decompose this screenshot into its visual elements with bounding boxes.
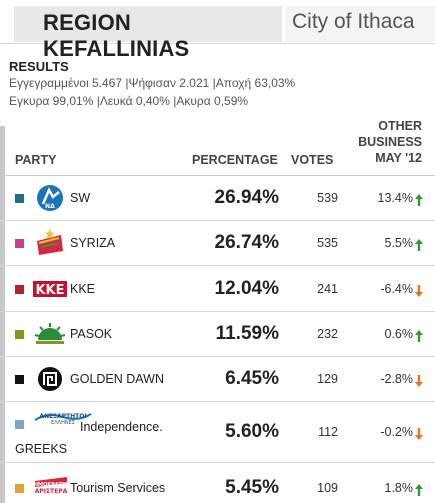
party-percentage: 11.59% bbox=[215, 323, 279, 344]
meander-icon bbox=[33, 365, 67, 393]
results-stats-line-1: Εγγεγραμμένοι 5.467 |Ψήφισαν 2.021 |Αποχ… bbox=[9, 76, 296, 90]
column-header-votes[interactable]: VOTES bbox=[291, 153, 334, 167]
party-votes: 109 bbox=[317, 481, 338, 495]
party-name: SYRIZA bbox=[70, 236, 116, 250]
party-votes: 112 bbox=[318, 425, 338, 439]
column-header-other[interactable]: OTHER BUSINESS MAY '12 bbox=[312, 118, 422, 166]
party-change: -6.4% bbox=[380, 282, 413, 296]
syriza-icon bbox=[33, 228, 67, 257]
party-color-swatch bbox=[15, 239, 24, 248]
column-header-party[interactable]: PARTY bbox=[15, 153, 57, 167]
anel-icon: ΑΝΕΞΑΡΤΗΤΟΙ ΕΛΛΗΝΕΣ bbox=[33, 408, 93, 436]
party-color-swatch bbox=[15, 194, 24, 203]
table-row: ΝΔ SW 26.94% 539 13.4% bbox=[0, 176, 435, 221]
column-header-other-line-2: BUSINESS bbox=[358, 135, 422, 149]
trend-up-icon bbox=[415, 238, 423, 251]
party-color-swatch bbox=[15, 420, 24, 429]
table-row: ΑΝΕΞΑΡΤΗΤΟΙ ΕΛΛΗΝΕΣ Independence. GREEKS… bbox=[0, 402, 435, 463]
party-votes: 535 bbox=[317, 236, 338, 250]
table-header: PARTY PERCENTAGE VOTES OTHER BUSINESS MA… bbox=[0, 119, 435, 176]
party-percentage: 6.45% bbox=[225, 368, 279, 389]
table-row: ΔΗΜΟΚΡΑΤΙΚΗ ΑΡΙΣΤΕΡΑ Tourism Services 5.… bbox=[0, 463, 435, 503]
page-header: REGION KEFALLINIAS City of Ithaca bbox=[0, 0, 435, 61]
party-color-swatch bbox=[15, 285, 24, 294]
party-change: -2.8% bbox=[380, 372, 413, 386]
column-header-percentage[interactable]: PERCENTAGE bbox=[192, 153, 278, 167]
party-percentage: 5.60% bbox=[225, 421, 279, 442]
party-change: 1.8% bbox=[384, 481, 414, 495]
party-name-line-2: GREEKS bbox=[15, 442, 68, 456]
party-color-swatch bbox=[15, 330, 24, 339]
svg-text:ΚΚΕ: ΚΚΕ bbox=[35, 283, 64, 298]
trend-down-icon bbox=[415, 284, 423, 297]
party-percentage: 26.74% bbox=[214, 232, 279, 253]
table-row: ΚΚΕ KKE 12.04% 241 -6.4% bbox=[0, 266, 435, 312]
trend-up-icon bbox=[415, 193, 423, 206]
table-row: SYRIZA 26.74% 535 5.5% bbox=[0, 221, 435, 266]
party-name: GOLDEN DAWN bbox=[70, 372, 164, 386]
nd-icon: ΝΔ bbox=[33, 184, 67, 212]
trend-down-icon bbox=[415, 374, 423, 387]
table-row: PASOK 11.59% 232 0.6% bbox=[0, 312, 435, 357]
party-change: -0.2% bbox=[380, 425, 413, 439]
left-accent-bar bbox=[0, 126, 5, 503]
party-percentage: 5.45% bbox=[225, 477, 279, 498]
trend-down-icon bbox=[415, 427, 423, 440]
party-name: KKE bbox=[70, 282, 96, 296]
pasok-sun-icon bbox=[33, 320, 67, 348]
trend-up-icon bbox=[415, 329, 423, 342]
svg-text:ΑΡΙΣΤΕΡΑ: ΑΡΙΣΤΕΡΑ bbox=[35, 488, 68, 495]
party-percentage: 26.94% bbox=[214, 187, 279, 208]
region-title: REGION KEFALLINIAS bbox=[14, 6, 282, 61]
party-name: SW bbox=[70, 191, 91, 205]
party-votes: 129 bbox=[317, 372, 338, 386]
column-header-other-line-1: OTHER bbox=[378, 119, 422, 133]
party-color-swatch bbox=[15, 484, 24, 493]
party-change: 13.4% bbox=[377, 191, 413, 205]
party-change: 0.6% bbox=[384, 327, 414, 341]
party-name: PASOK bbox=[70, 327, 113, 341]
party-name: Independence. bbox=[80, 420, 163, 434]
party-color-swatch bbox=[15, 375, 24, 384]
svg-text:ΝΔ: ΝΔ bbox=[45, 203, 55, 210]
results-heading: RESULTS bbox=[9, 59, 69, 74]
dimar-icon: ΔΗΜΟΚΡΑΤΙΚΗ ΑΡΙΣΤΕΡΑ bbox=[30, 475, 72, 503]
kke-icon: ΚΚΕ bbox=[33, 275, 67, 303]
city-title[interactable]: City of Ithaca bbox=[285, 6, 435, 42]
svg-text:ΑΝΕΞΑΡΤΗΤΟΙ: ΑΝΕΞΑΡΤΗΤΟΙ bbox=[39, 413, 86, 420]
party-change: 5.5% bbox=[384, 236, 414, 250]
party-percentage: 12.04% bbox=[214, 278, 279, 299]
table-row: GOLDEN DAWN 6.45% 129 -2.8% bbox=[0, 357, 435, 402]
trend-up-icon bbox=[415, 483, 423, 496]
svg-text:ΕΛΛΗΝΕΣ: ΕΛΛΗΝΕΣ bbox=[51, 420, 75, 426]
party-votes: 232 bbox=[317, 327, 338, 341]
column-header-other-line-3: MAY '12 bbox=[375, 151, 422, 165]
svg-text:ΔΗΜΟΚΡΑΤΙΚΗ: ΔΗΜΟΚΡΑΤΙΚΗ bbox=[33, 482, 69, 488]
results-stats-line-2: Εγκυρα 99,01% |Λευκά 0,40% |Ακυρα 0,59% bbox=[9, 94, 249, 108]
party-votes: 539 bbox=[317, 191, 338, 205]
party-name: Tourism Services bbox=[70, 481, 166, 495]
party-votes: 241 bbox=[317, 282, 338, 296]
